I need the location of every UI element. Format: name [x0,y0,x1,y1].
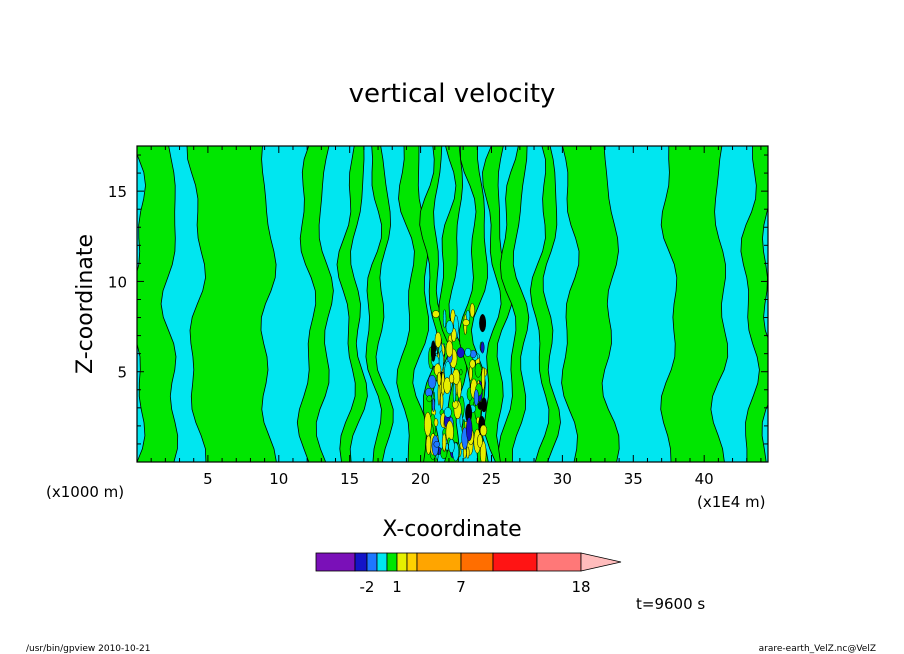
contour-cell [452,400,459,409]
contour-cell [456,347,465,358]
contour-cell [445,320,454,335]
y-tick-label: 5 [117,364,127,382]
colorbar-label: -2 [360,578,375,596]
contour-band [137,146,179,462]
contour-cell [474,362,482,378]
x-unit-right: (x1E4 m) [697,493,766,511]
contour-cell [425,434,432,455]
plot-frame [136,145,769,463]
contour-cell [477,401,483,410]
contour-cell [459,368,463,376]
contour-cell [443,377,452,394]
contour-cell [480,341,485,354]
contour-cell [424,412,432,437]
x-axis-title: X-coordinate [382,517,521,542]
contour-band [296,146,334,462]
contour-cell [479,424,488,437]
contour-cell [437,371,442,387]
x-tick-label: 40 [695,470,714,488]
contour-band [482,146,513,462]
colorbar-label: 1 [392,578,402,596]
footer-right: arare-earth_VelZ.nc@VelZ [759,644,876,654]
colorbar-segment [536,552,582,572]
colorbar-segment [492,552,538,572]
colorbar-segment [406,552,418,572]
colorbar-label: 18 [571,578,590,596]
contour-cell [466,446,470,459]
contour-cell [462,319,470,327]
plot-area [136,145,769,463]
contour-cell [479,314,487,333]
contour-band [186,146,277,462]
contour-band [660,146,729,462]
contour-cell [448,438,455,454]
contour-band [336,146,368,462]
x-tick-label: 20 [411,470,430,488]
colorbar-segment [416,552,462,572]
contour-cell [426,395,433,403]
contour-band [498,146,530,462]
contour-cell [469,303,475,318]
contour-cell [442,433,447,452]
contour-cell [445,340,454,358]
colorbar-segment [376,552,388,572]
colorbar-segment [386,552,398,572]
contour-cell [481,366,486,391]
contour-cell [452,382,456,403]
contour-cell [433,418,439,427]
contour-cell [444,407,452,418]
y-axis-title: Z-coordinate [73,234,98,374]
x-tick-label: 15 [340,470,359,488]
contour-band [561,146,620,462]
colorbar-segment [315,552,356,572]
y-axis: 5 10 15 [108,154,768,445]
contour-cell [427,374,437,389]
colorbar-segment [460,552,494,572]
contour-cell [468,366,473,381]
x-tick-label: 25 [482,470,501,488]
x-tick-label: 10 [269,470,288,488]
x-unit-left: (x1000 m) [46,483,124,501]
contour-cell [430,340,436,362]
contour-cell [434,331,442,348]
colorbar-segment [354,552,368,572]
colorbar-label: 7 [456,578,466,596]
contour-band [529,146,561,462]
x-axis: 5 10 15 20 25 30 35 40 [150,146,762,488]
x-tick-label: 5 [203,470,213,488]
contour-cell [477,434,483,449]
contour-cell [432,398,435,413]
contour-band [740,146,768,462]
footer-left: /usr/bin/gpview 2010-10-21 [26,644,150,654]
y-tick-label: 15 [108,183,127,201]
contour-cell [442,309,447,329]
y-tick-label: 10 [108,273,127,291]
colorbar-segment [396,552,408,572]
x-tick-label: 35 [624,470,643,488]
contour-cell [469,359,476,369]
contour-band [365,146,394,462]
contour-cell [433,441,441,448]
contour-cell [459,413,463,428]
contour-cell [464,347,472,357]
contour-cell [432,310,440,318]
contour-cell [449,373,455,384]
colorbar: -2 1 7 18 [315,552,622,596]
colorbar-arrow [580,552,622,572]
chart-title: vertical velocity [349,79,556,109]
contour-cell [473,389,479,406]
contour-cell [466,417,473,442]
time-label: t=9600 s [636,595,705,613]
colorbar-segment [366,552,378,572]
x-tick-label: 30 [553,470,572,488]
